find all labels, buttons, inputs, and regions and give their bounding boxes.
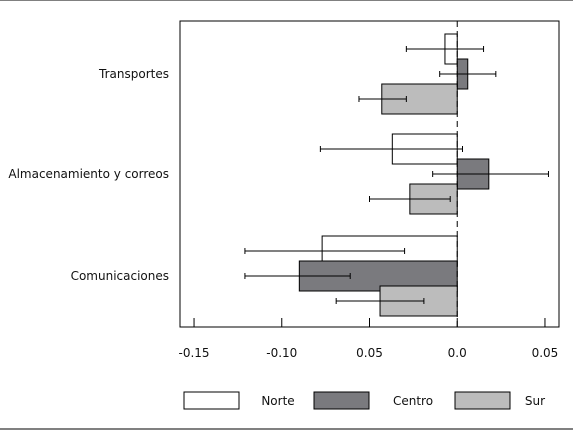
x-tick-label: -0.10 bbox=[266, 346, 297, 360]
x-tick-label: 0.05 bbox=[356, 346, 383, 360]
category-label: Comunicaciones bbox=[71, 269, 169, 283]
x-tick-label: 0.0 bbox=[448, 346, 467, 360]
legend: Norte Centro Sur bbox=[183, 391, 545, 410]
x-tick-label: 0.05 bbox=[532, 346, 559, 360]
legend-label-norte: Norte bbox=[261, 394, 294, 408]
legend-label-sur: Sur bbox=[525, 394, 545, 408]
error-bars-group bbox=[244, 46, 549, 304]
legend-label-centro: Centro bbox=[393, 394, 433, 408]
category-labels: Transportes Almacenamiento y correos Comun… bbox=[8, 67, 169, 283]
legend-swatch-centro bbox=[313, 391, 370, 410]
legend-swatch-norte bbox=[183, 391, 240, 410]
legend-swatch-sur bbox=[454, 391, 511, 410]
x-tick-label: -0.15 bbox=[179, 346, 210, 360]
bars-group bbox=[298, 33, 490, 317]
category-label: Almacenamiento y correos bbox=[8, 167, 169, 181]
x-axis-ticks: -0.15 -0.10 0.05 0.0 0.05 bbox=[179, 318, 559, 360]
category-label: Transportes bbox=[98, 67, 169, 81]
